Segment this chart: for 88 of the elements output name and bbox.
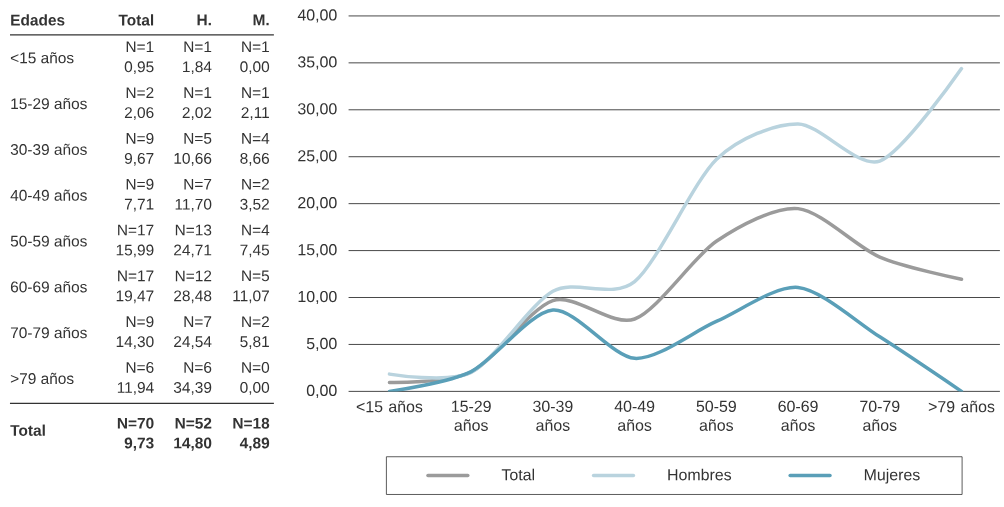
y-tick-label: 10,00 (298, 290, 337, 305)
text: N=52 (175, 417, 212, 429)
category-label: 30-39 años (10, 143, 87, 156)
text: N=6 (184, 362, 212, 373)
text: 11,94 (117, 382, 154, 395)
category-label: 70-79 años (10, 327, 87, 339)
text: 5,81 (240, 336, 269, 350)
text: 10,66 (174, 153, 212, 166)
text: 9,67 (124, 153, 154, 166)
text: 2,11 (241, 107, 269, 120)
y-tick-label: 20,00 (298, 197, 337, 211)
text: N=9 (126, 178, 154, 190)
text: N=2 (126, 87, 154, 99)
text: N=70 (117, 417, 154, 429)
category-label: <15 años (10, 52, 74, 64)
legend-label: Hombres (668, 468, 732, 481)
text: N=7 (184, 316, 212, 328)
text: 0,00 (240, 61, 270, 75)
category-label: 15-29 años (11, 97, 87, 110)
text: Edades (11, 14, 65, 26)
text: H. (197, 14, 211, 26)
text: N=7 (184, 178, 212, 190)
text: 4,89 (239, 437, 270, 451)
y-tick-label: 15,00 (298, 244, 337, 258)
x-tick-label: <15 años (356, 400, 423, 413)
text: 11,70 (175, 198, 212, 212)
text: 15,99 (116, 244, 154, 258)
text: N=1 (126, 41, 154, 53)
text: N=17 (118, 270, 154, 282)
y-tick-label: 30,00 (298, 103, 337, 117)
text: 14,80 (174, 437, 212, 451)
category-label: 40-49 años (10, 189, 87, 201)
text: N=4 (242, 133, 270, 144)
legend-label: Total (501, 468, 535, 481)
text: N=9 (126, 316, 154, 328)
text: 8,66 (240, 153, 270, 166)
x-tick-label: 15-29 años (452, 400, 491, 431)
text: 2,06 (124, 107, 154, 120)
text: 0,95 (124, 61, 154, 75)
text: N=2 (242, 316, 269, 328)
y-tick-label: 40,00 (297, 9, 337, 23)
text: 9,73 (124, 437, 154, 451)
text: Total (118, 14, 154, 26)
text: N=1 (242, 87, 269, 98)
y-tick-label: 35,00 (298, 56, 337, 70)
text: N=12 (175, 270, 212, 282)
text: N=9 (126, 133, 154, 144)
text: 34,39 (173, 382, 212, 395)
category-label: >79 años (10, 372, 74, 385)
x-tick-label: >79 años (928, 400, 995, 413)
text: 2,02 (182, 107, 212, 120)
text: N=13 (175, 224, 212, 236)
line-series (387, 285, 964, 392)
text: N=1 (242, 41, 269, 53)
text: 7,71 (124, 198, 154, 212)
text: 28,48 (174, 290, 212, 304)
y-tick-label: 25,00 (298, 150, 337, 164)
category-label: 60-69 años (10, 281, 87, 293)
text: N=18 (233, 417, 270, 429)
text: N=4 (242, 224, 270, 236)
text: 14,30 (116, 336, 154, 350)
x-tick-label: 50-59 años (696, 400, 736, 431)
x-tick-label: 70-79 años (860, 400, 900, 431)
x-tick-label: 40-49 años (614, 400, 655, 431)
x-tick-label: 60-69 años (778, 400, 818, 431)
text: Total (10, 424, 45, 436)
text: 24,54 (174, 336, 212, 350)
text: M. (253, 14, 269, 26)
text: 7,45 (240, 244, 270, 258)
text: 11,07 (233, 290, 269, 304)
y-tick-label: 0,00 (306, 384, 337, 399)
text: N=6 (126, 362, 154, 373)
text: N=5 (184, 133, 212, 144)
text: N=1 (184, 41, 212, 53)
text: 3,52 (240, 198, 269, 212)
text: N=1 (184, 87, 212, 98)
text: 19,47 (116, 290, 154, 304)
legend-label: Mujeres (864, 468, 920, 484)
text: N=0 (242, 362, 270, 373)
x-tick-label: 30-39 años (533, 400, 573, 431)
text: N=5 (242, 270, 270, 282)
text: N=2 (242, 178, 269, 190)
category-label: 50-59 años (10, 235, 87, 247)
text: 1,84 (183, 61, 212, 75)
text: 0,00 (240, 382, 270, 395)
y-tick-label: 5,00 (306, 337, 337, 352)
text: N=17 (118, 224, 154, 236)
text: 24,71 (174, 244, 212, 258)
